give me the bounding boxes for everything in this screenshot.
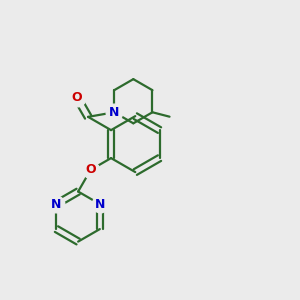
Text: N: N <box>51 198 62 211</box>
Text: N: N <box>109 106 119 119</box>
Text: N: N <box>94 198 105 211</box>
Text: O: O <box>72 91 83 104</box>
Text: O: O <box>85 164 96 176</box>
